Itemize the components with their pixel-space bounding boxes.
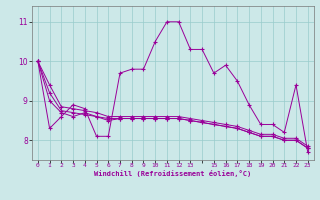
- X-axis label: Windchill (Refroidissement éolien,°C): Windchill (Refroidissement éolien,°C): [94, 170, 252, 177]
